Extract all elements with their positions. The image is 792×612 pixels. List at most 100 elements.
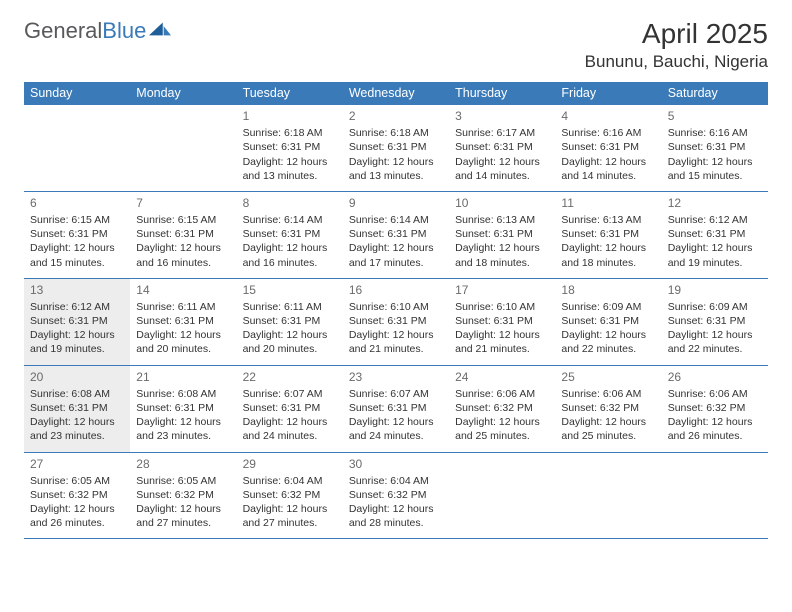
calendar-cell [555, 452, 661, 539]
daylight-line: Daylight: 12 hours and 18 minutes. [455, 241, 549, 269]
sunset-line: Sunset: 6:31 PM [30, 401, 124, 415]
weekday-header: Sunday [24, 82, 130, 105]
weekday-header: Wednesday [343, 82, 449, 105]
page-header: GeneralBlue April 2025 Bununu, Bauchi, N… [24, 18, 768, 72]
sunrise-line: Sunrise: 6:04 AM [349, 474, 443, 488]
day-details: Sunrise: 6:06 AMSunset: 6:32 PMDaylight:… [455, 387, 549, 444]
day-number: 26 [668, 369, 762, 385]
calendar-cell: 15Sunrise: 6:11 AMSunset: 6:31 PMDayligh… [237, 278, 343, 365]
daylight-line: Daylight: 12 hours and 16 minutes. [243, 241, 337, 269]
calendar-cell: 14Sunrise: 6:11 AMSunset: 6:31 PMDayligh… [130, 278, 236, 365]
logo-word-general: General [24, 18, 102, 43]
daylight-line: Daylight: 12 hours and 20 minutes. [136, 328, 230, 356]
sunrise-line: Sunrise: 6:05 AM [30, 474, 124, 488]
calendar-cell: 11Sunrise: 6:13 AMSunset: 6:31 PMDayligh… [555, 191, 661, 278]
daylight-line: Daylight: 12 hours and 15 minutes. [30, 241, 124, 269]
calendar-cell: 13Sunrise: 6:12 AMSunset: 6:31 PMDayligh… [24, 278, 130, 365]
day-number: 6 [30, 195, 124, 211]
day-number: 28 [136, 456, 230, 472]
calendar-cell: 26Sunrise: 6:06 AMSunset: 6:32 PMDayligh… [662, 365, 768, 452]
daylight-line: Daylight: 12 hours and 13 minutes. [349, 155, 443, 183]
day-details: Sunrise: 6:16 AMSunset: 6:31 PMDaylight:… [668, 126, 762, 183]
sunset-line: Sunset: 6:31 PM [243, 401, 337, 415]
calendar-cell: 8Sunrise: 6:14 AMSunset: 6:31 PMDaylight… [237, 191, 343, 278]
sunset-line: Sunset: 6:31 PM [136, 227, 230, 241]
day-details: Sunrise: 6:08 AMSunset: 6:31 PMDaylight:… [30, 387, 124, 444]
calendar-cell: 25Sunrise: 6:06 AMSunset: 6:32 PMDayligh… [555, 365, 661, 452]
daylight-line: Daylight: 12 hours and 26 minutes. [668, 415, 762, 443]
sunrise-line: Sunrise: 6:12 AM [30, 300, 124, 314]
sunrise-line: Sunrise: 6:14 AM [349, 213, 443, 227]
sunset-line: Sunset: 6:32 PM [561, 401, 655, 415]
day-number: 11 [561, 195, 655, 211]
day-number: 30 [349, 456, 443, 472]
day-details: Sunrise: 6:10 AMSunset: 6:31 PMDaylight:… [455, 300, 549, 357]
day-details: Sunrise: 6:08 AMSunset: 6:31 PMDaylight:… [136, 387, 230, 444]
sunset-line: Sunset: 6:32 PM [668, 401, 762, 415]
sunrise-line: Sunrise: 6:09 AM [561, 300, 655, 314]
calendar-cell: 17 Sunrise: 6:10 AMSunset: 6:31 PMDayligh… [449, 278, 555, 365]
day-details: Sunrise: 6:04 AMSunset: 6:32 PMDaylight:… [243, 474, 337, 531]
daylight-line: Daylight: 12 hours and 19 minutes. [30, 328, 124, 356]
sunrise-line: Sunrise: 6:16 AM [561, 126, 655, 140]
weekday-header: Thursday [449, 82, 555, 105]
sunrise-line: Sunrise: 6:10 AM [349, 300, 443, 314]
sunrise-line: Sunrise: 6:05 AM [136, 474, 230, 488]
daylight-line: Daylight: 12 hours and 14 minutes. [561, 155, 655, 183]
weekday-header: Tuesday [237, 82, 343, 105]
daylight-line: Daylight: 12 hours and 22 minutes. [668, 328, 762, 356]
day-details: Sunrise: 6:12 AMSunset: 6:31 PMDaylight:… [30, 300, 124, 357]
day-details: Sunrise: 6:04 AMSunset: 6:32 PMDaylight:… [349, 474, 443, 531]
sunrise-line: Sunrise: 6:16 AM [668, 126, 762, 140]
daylight-line: Daylight: 12 hours and 21 minutes. [455, 328, 549, 356]
day-number: 24 [455, 369, 549, 385]
day-number: 20 [30, 369, 124, 385]
sunset-line: Sunset: 6:31 PM [455, 227, 549, 241]
sunrise-line: Sunrise: 6:06 AM [561, 387, 655, 401]
daylight-line: Daylight: 12 hours and 24 minutes. [243, 415, 337, 443]
daylight-line: Daylight: 12 hours and 25 minutes. [455, 415, 549, 443]
daylight-line: Daylight: 12 hours and 23 minutes. [136, 415, 230, 443]
calendar-cell [449, 452, 555, 539]
sunset-line: Sunset: 6:31 PM [668, 140, 762, 154]
sunset-line: Sunset: 6:31 PM [243, 140, 337, 154]
daylight-line: Daylight: 12 hours and 21 minutes. [349, 328, 443, 356]
calendar-cell [24, 105, 130, 192]
day-details: Sunrise: 6:14 AMSunset: 6:31 PMDaylight:… [243, 213, 337, 270]
day-number: 7 [136, 195, 230, 211]
calendar-cell: 9Sunrise: 6:14 AMSunset: 6:31 PMDaylight… [343, 191, 449, 278]
calendar-week-row: 1 Sunrise: 6:18 AMSunset: 6:31 PMDaylight… [24, 105, 768, 192]
calendar-cell: 7Sunrise: 6:15 AMSunset: 6:31 PMDaylight… [130, 191, 236, 278]
calendar-cell [662, 452, 768, 539]
sunset-line: Sunset: 6:32 PM [349, 488, 443, 502]
day-number: 4 [561, 108, 655, 124]
daylight-line: Daylight: 12 hours and 26 minutes. [30, 502, 124, 530]
sunset-line: Sunset: 6:32 PM [455, 401, 549, 415]
sunset-line: Sunset: 6:31 PM [349, 314, 443, 328]
daylight-line: Daylight: 12 hours and 14 minutes. [455, 155, 549, 183]
sunset-line: Sunset: 6:31 PM [243, 314, 337, 328]
day-number: 3 [455, 108, 549, 124]
day-number: 2 [349, 108, 443, 124]
daylight-line: Daylight: 12 hours and 13 minutes. [243, 155, 337, 183]
day-number: 18 [561, 282, 655, 298]
sunrise-line: Sunrise: 6:10 AM [455, 300, 549, 314]
day-details: Sunrise: 6:14 AMSunset: 6:31 PMDaylight:… [349, 213, 443, 270]
day-details: Sunrise: 6:13 AMSunset: 6:31 PMDaylight:… [455, 213, 549, 270]
daylight-line: Daylight: 12 hours and 18 minutes. [561, 241, 655, 269]
title-block: April 2025 Bununu, Bauchi, Nigeria [585, 18, 768, 72]
calendar-cell: 29Sunrise: 6:04 AMSunset: 6:32 PMDayligh… [237, 452, 343, 539]
calendar-cell: 3Sunrise: 6:17 AMSunset: 6:31 PMDaylight… [449, 105, 555, 192]
day-number: 23 [349, 369, 443, 385]
day-number: 14 [136, 282, 230, 298]
sunrise-line: Sunrise: 6:07 AM [243, 387, 337, 401]
day-details: Sunrise: 6:18 AMSunset: 6:31 PMDaylight:… [243, 126, 337, 183]
day-number: 1 [243, 108, 337, 124]
calendar-cell: 20 Sunrise: 6:08 AMSunset: 6:31 PMDayligh… [24, 365, 130, 452]
sunrise-line: Sunrise: 6:14 AM [243, 213, 337, 227]
sunset-line: Sunset: 6:31 PM [561, 140, 655, 154]
day-details: Sunrise: 6:11 AMSunset: 6:31 PMDaylight:… [243, 300, 337, 357]
day-number: 17 [455, 282, 549, 298]
sunset-line: Sunset: 6:31 PM [136, 401, 230, 415]
sunset-line: Sunset: 6:32 PM [136, 488, 230, 502]
